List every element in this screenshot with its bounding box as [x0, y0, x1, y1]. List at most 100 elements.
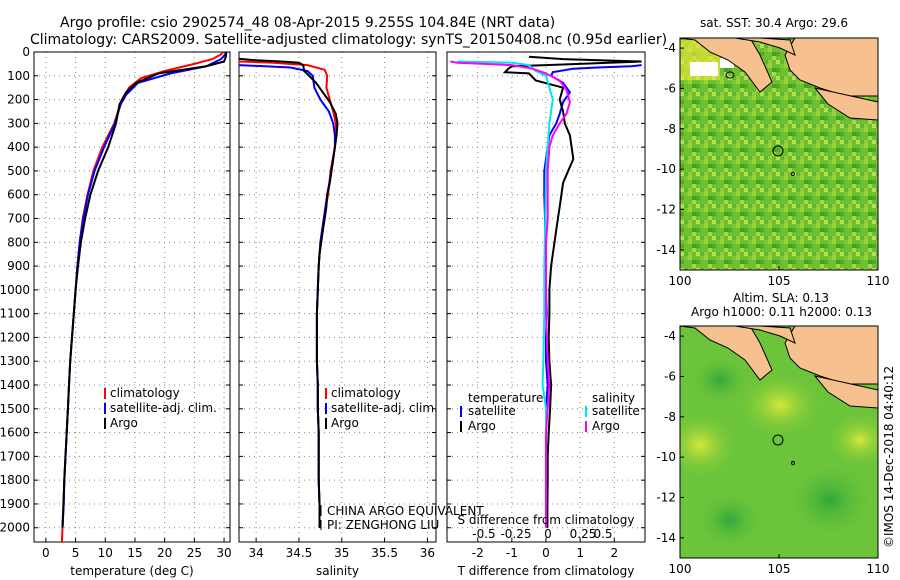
legend-label: satellite-adj. clim. [110, 401, 217, 415]
x-tick-label: 25 [187, 546, 202, 560]
sla-low [690, 355, 750, 405]
x-tick-label: 20 [157, 546, 172, 560]
secondary-axis-label: S difference from climatology [458, 513, 635, 527]
sla-map-title-line2: Argo h1000: 0.11 h2000: 0.13 [691, 305, 872, 319]
annotation-text: CHINA ARGO EQUIVALENT [327, 504, 484, 518]
x-tick-label: 5 [72, 546, 80, 560]
map-x-tick-label: 105 [768, 274, 791, 288]
map-y-tick-label: -8 [664, 410, 676, 424]
land-java-south [813, 87, 878, 121]
sla-map-title-line1: Altim. SLA: 0.13 [733, 291, 829, 305]
y-tick-label: 700 [7, 212, 30, 226]
plot-frame [238, 51, 437, 543]
series-line-satellite-adj-clim- [238, 64, 336, 528]
y-tick-label: 300 [7, 116, 30, 130]
secondary-tick-label: 0 [544, 527, 552, 541]
x-tick-label: 36 [420, 546, 435, 560]
y-tick-label: 1100 [0, 307, 30, 321]
map-y-tick-label: -4 [664, 329, 676, 343]
figure-title-line2: Climatology: CARS2009. Satellite-adjuste… [30, 32, 667, 48]
secondary-tick-label: 0.5 [593, 527, 612, 541]
y-tick-label: 1400 [0, 378, 30, 392]
land-sumatra [680, 326, 773, 381]
y-tick-label: 1900 [0, 497, 30, 511]
sla-low [695, 490, 765, 550]
annotation-text: PI: ZENGHONG LIU [327, 518, 439, 532]
map-x-tick-label: 105 [768, 562, 791, 576]
legend-label: satellite [468, 404, 516, 418]
sla-high [825, 410, 878, 470]
land-island [734, 38, 796, 56]
legend-label: climatology [331, 386, 401, 400]
secondary-tick-label: -0.25 [500, 527, 531, 541]
y-tick-label: 200 [7, 93, 30, 107]
y-tick-label: 1800 [0, 473, 30, 487]
y-tick-label: 1000 [0, 283, 30, 297]
x-axis-label: salinity [316, 564, 359, 578]
figure-title-line1: Argo profile: csio 2902574_48 08-Apr-201… [60, 15, 555, 31]
legend-title: temperature [468, 391, 543, 405]
small-island [791, 461, 795, 465]
map-y-tick-label: -10 [656, 162, 676, 176]
y-tick-label: 800 [7, 235, 30, 249]
legend-label: climatology [110, 386, 180, 400]
legend-title: salinity [592, 391, 635, 405]
y-tick-label: 500 [7, 164, 30, 178]
series-line-argo [238, 57, 339, 528]
sla-high [735, 370, 825, 440]
sla-map-axes: 100 105 110 -4 -6 -8 -10 -12 -14 [656, 329, 889, 576]
legend-label: satellite-adj. clim. [331, 401, 438, 415]
land-java [784, 38, 878, 97]
series-line-t-argo [502, 55, 642, 528]
map-x-tick-label: 100 [669, 562, 692, 576]
sst-map: sat. SST: 30.4 Argo: 29.6 100 105 110 -4 -6 -… [656, 16, 889, 288]
y-tick-label: 400 [7, 140, 30, 154]
land-sumatra [680, 38, 773, 93]
sla-low [785, 460, 875, 540]
map-y-tick-label: -8 [664, 122, 676, 136]
secondary-tick-label: 0.25 [570, 527, 597, 541]
x-tick-label: 2 [610, 546, 618, 560]
map-x-tick-label: 100 [669, 274, 692, 288]
map-y-tick-label: -6 [664, 81, 676, 95]
temperature-panel: 0100200300400500600700800900100011001200… [0, 45, 232, 578]
series-line-s-argo [450, 60, 571, 528]
x-tick-label: 0 [542, 546, 550, 560]
map-y-tick-label: -14 [656, 243, 676, 257]
series-line-climatology [238, 60, 337, 528]
x-axis-label: T difference from climatology [457, 564, 635, 578]
y-tick-label: 0 [22, 45, 30, 59]
series-line-argo [61, 51, 228, 528]
map-y-tick-label: -12 [656, 490, 676, 504]
y-tick-label: 2000 [0, 521, 30, 535]
sla-map: Altim. SLA: 0.13 Argo h1000: 0.11 h2000:… [656, 291, 889, 576]
small-island [791, 172, 795, 176]
x-axis-label: temperature (deg C) [70, 564, 193, 578]
map-x-tick-label: 110 [867, 562, 890, 576]
map-y-tick-label: -4 [664, 41, 676, 55]
land-island [734, 326, 796, 344]
x-tick-label: -1 [506, 546, 518, 560]
x-tick-label: 30 [216, 546, 231, 560]
map-y-tick-label: -12 [656, 202, 676, 216]
x-tick-label: 34 [248, 546, 263, 560]
sst-map-title: sat. SST: 30.4 Argo: 29.6 [700, 16, 848, 30]
map-x-tick-label: 110 [867, 274, 890, 288]
credit-text: ©IMOS 14-Dec-2018 04:40:12 [882, 366, 896, 548]
sla-high [680, 410, 740, 480]
x-tick-label: 35.5 [371, 546, 398, 560]
legend-label: Argo [468, 419, 496, 433]
y-tick-label: 1200 [0, 330, 30, 344]
series-line-climatology [60, 51, 224, 543]
x-tick-label: 35 [334, 546, 349, 560]
y-tick-label: 600 [7, 188, 30, 202]
x-tick-label: 34.5 [286, 546, 313, 560]
y-tick-label: 1700 [0, 449, 30, 463]
difference-panel: -2 -1 0 1 2 T difference from climatology temp… [446, 51, 646, 578]
legend-label: satellite [592, 404, 640, 418]
x-tick-label: 10 [98, 546, 113, 560]
legend-label: Argo [592, 419, 620, 433]
y-tick-label: 1300 [0, 354, 30, 368]
land-java [784, 326, 878, 385]
